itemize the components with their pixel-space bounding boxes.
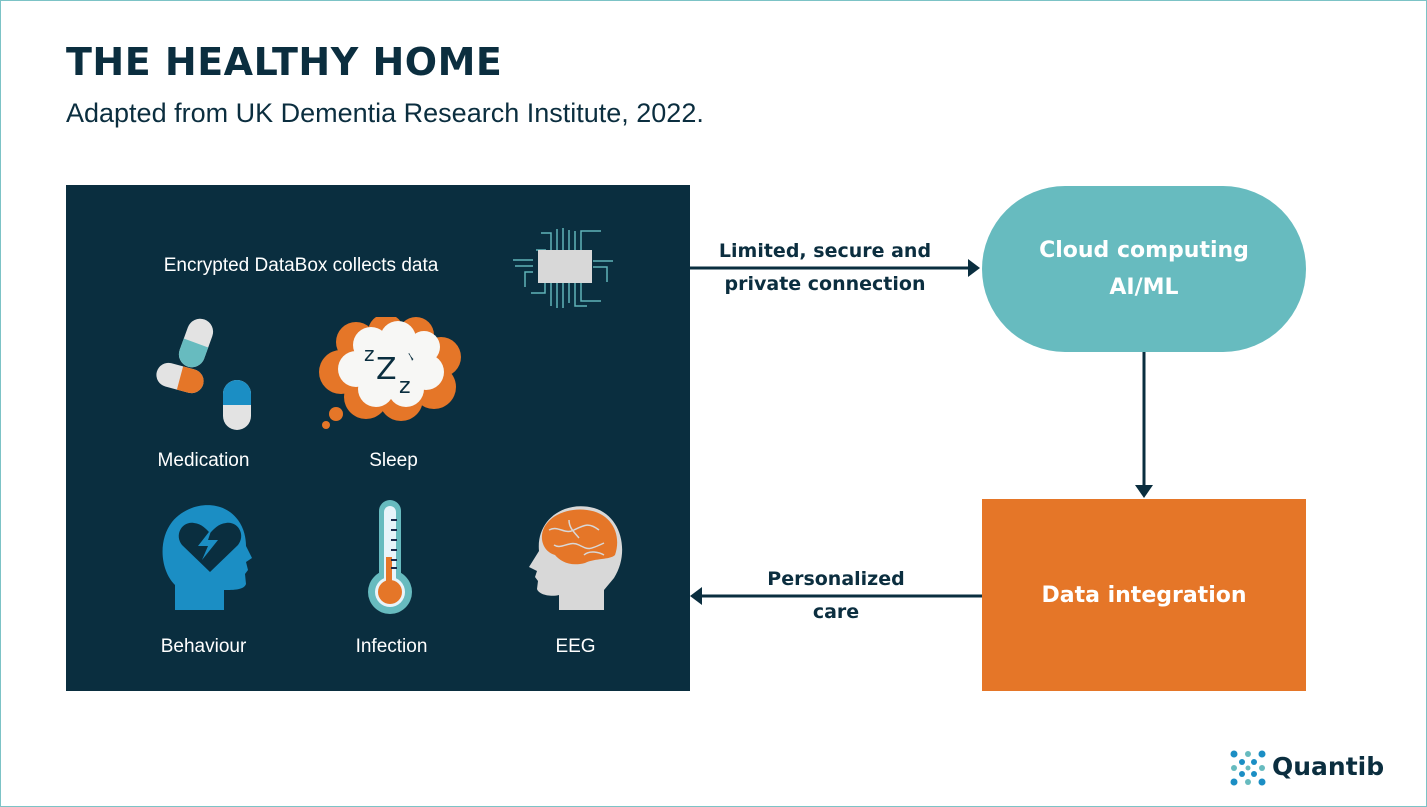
- cloud-line2: AI/ML: [1109, 275, 1179, 300]
- pills-icon: [156, 318, 251, 430]
- head-brain-icon: [529, 506, 623, 610]
- care-label-line2: care: [812, 601, 860, 623]
- item-label-infection: Infection: [355, 636, 428, 657]
- svg-text:z: z: [364, 342, 375, 366]
- healthy-home-box: Encrypted DataBox collects data z Z z Me…: [66, 185, 690, 691]
- svg-text:z: z: [399, 374, 411, 399]
- item-label-sleep: Sleep: [369, 450, 418, 471]
- thought-cloud-zzz-icon: z Z z: [319, 317, 461, 429]
- item-label-medication: Medication: [157, 450, 250, 471]
- item-label-behaviour: Behaviour: [160, 636, 247, 657]
- arrow-to-cloud: [690, 259, 980, 277]
- thermometer-icon: [368, 500, 412, 614]
- integration-label: Data integration: [1041, 582, 1247, 608]
- head-heart-icon: [162, 505, 252, 610]
- page-subtitle: Adapted from UK Dementia Research Instit…: [66, 98, 704, 128]
- data-integration-node: Data integration: [982, 499, 1306, 691]
- connection-label: Limited, secure and private connection: [700, 235, 950, 301]
- connection-label-line2: private connection: [724, 273, 926, 295]
- item-label-eeg: EEG: [555, 636, 596, 657]
- arrow-to-home: [690, 587, 982, 605]
- connection-label-line1: Limited, secure and: [718, 240, 932, 262]
- svg-text:Z: Z: [376, 352, 397, 387]
- arrow-to-integration: [1135, 352, 1153, 498]
- cloud-line1: Cloud computing: [1039, 238, 1249, 263]
- page-title: THE HEALTHY HOME: [66, 40, 503, 84]
- databox-caption: Encrypted DataBox collects data: [163, 255, 439, 276]
- flow-arrows: [690, 259, 982, 605]
- quantib-logo-icon: [1230, 750, 1266, 786]
- care-label-line1: Personalized: [767, 568, 905, 590]
- care-label: Personalized care: [720, 563, 952, 629]
- cloud-computing-node: Cloud computing AI/ML: [982, 186, 1306, 352]
- quantib-logo-text: Quantib: [1272, 752, 1385, 781]
- microchip-icon: [513, 228, 613, 308]
